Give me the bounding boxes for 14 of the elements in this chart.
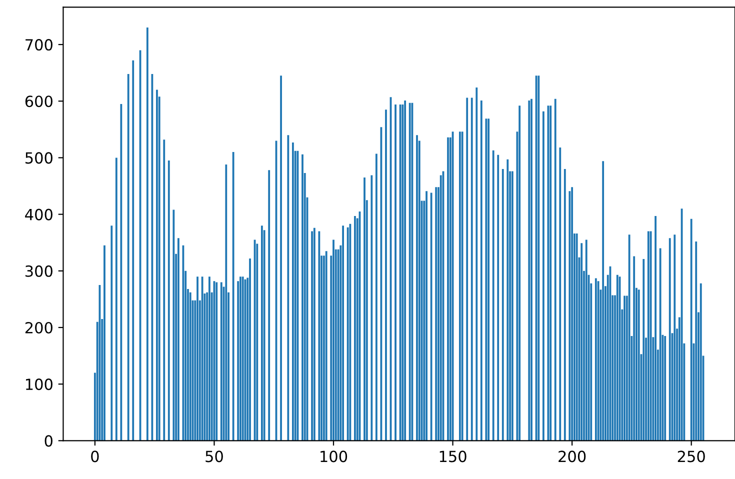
y-tick-label: 700 — [26, 39, 52, 51]
x-tick-label: 50 — [206, 450, 223, 462]
y-tick-label: 300 — [25, 265, 52, 277]
y-tick-label: 200 — [25, 322, 52, 334]
y-tick-label: 500 — [26, 152, 52, 164]
y-tick-label: 400 — [25, 208, 52, 220]
x-tick-label: 150 — [440, 450, 466, 462]
x-tick-label: 0 — [91, 450, 99, 462]
x-tick-label: 200 — [558, 450, 586, 462]
y-tick-label: 0 — [44, 435, 52, 447]
y-tick-label: 100 — [26, 378, 52, 390]
x-tick-label: 100 — [320, 450, 348, 462]
y-tick-label: 600 — [25, 96, 52, 108]
x-tick-label: 250 — [678, 450, 705, 462]
